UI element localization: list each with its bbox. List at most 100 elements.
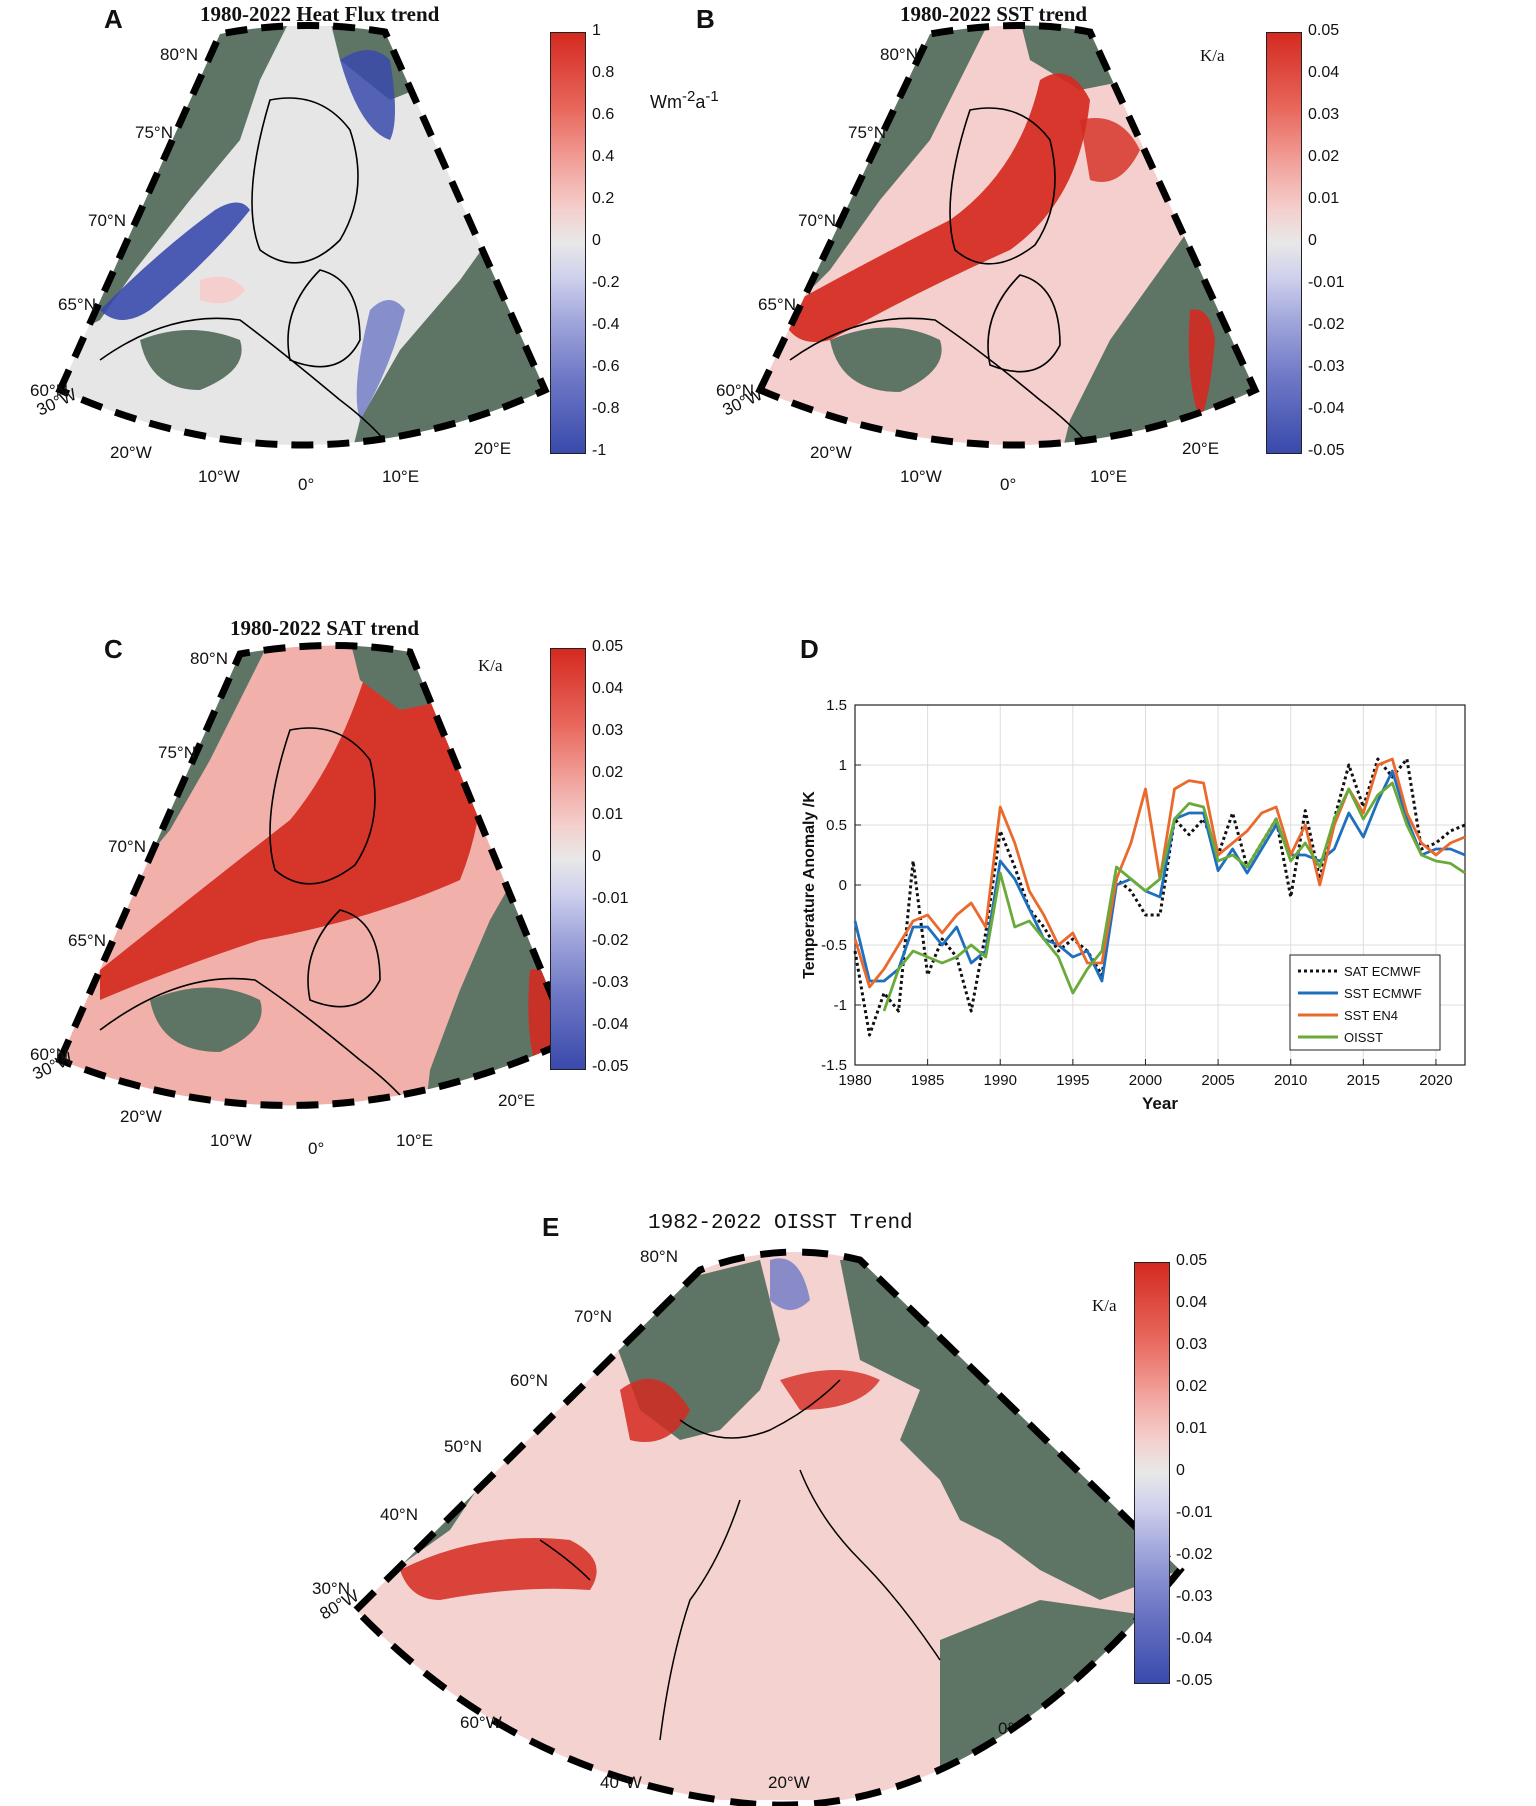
lon-label-60w: 60°W	[460, 1713, 502, 1732]
lon-label-10e: 10°E	[396, 1131, 433, 1150]
cbar-tick: 1	[592, 22, 601, 39]
iceland-land	[150, 987, 262, 1052]
lon-label-20w: 20°W	[810, 443, 852, 462]
cooling-band-north	[340, 50, 395, 140]
warming-core	[100, 660, 483, 1000]
lon-label-10e: 10°E	[1090, 467, 1127, 486]
cooling-band-norway	[356, 300, 405, 420]
cbar-tick: 0	[1308, 232, 1317, 249]
lon-label-20w: 20°W	[110, 443, 152, 462]
lon-label-20w: 20°W	[768, 1773, 810, 1792]
cbar-tick: 0.2	[592, 190, 615, 207]
bathymetry-contour	[539, 1379, 941, 1741]
lat-label-30: 30°N	[312, 1579, 350, 1598]
labrador-warming	[620, 1378, 690, 1442]
cbar-tick: -1	[592, 442, 607, 459]
y-tick-label: 1.5	[826, 697, 847, 714]
lat-label-60: 60°N	[30, 381, 68, 400]
legend-label: OISST	[1344, 1030, 1383, 1045]
iceland-land	[830, 327, 942, 392]
panel-a-title: 1980-2022 Heat Flux trend	[200, 2, 440, 26]
cooling-band-east-greenland	[100, 202, 250, 320]
y-tick-label: -1	[834, 997, 847, 1014]
x-tick-label: 2005	[1201, 1072, 1234, 1089]
x-tick-label: 1990	[984, 1072, 1017, 1089]
lon-label-0: 0°	[308, 1139, 324, 1158]
cbar-tick: -0.04	[592, 1016, 629, 1033]
lon-label-10w: 10°W	[900, 467, 942, 486]
cbar-tick: -0.6	[592, 358, 620, 375]
panel-e-map: 80°N 70°N 60°N 50°N 40°N 30°N 80°W 60°W …	[312, 1247, 1185, 1806]
lat-label-65: 65°N	[758, 295, 796, 314]
cbar-tick: -0.02	[1176, 1546, 1213, 1563]
y-tick-label: -1.5	[821, 1057, 847, 1074]
lon-label-0: 0°	[298, 475, 314, 494]
cbar-tick: 0.4	[592, 148, 615, 165]
cbar-tick: -0.05	[1176, 1672, 1213, 1689]
lat-label-80: 80°N	[160, 45, 198, 64]
cbar-tick: 0.01	[1176, 1420, 1208, 1437]
cbar-tick: 0	[592, 232, 601, 249]
map-frame	[755, 21, 1260, 449]
panel-e-colorbar	[1134, 1262, 1170, 1684]
lon-label-20e: 20°E	[498, 1091, 535, 1110]
cbar-tick: 0.03	[1308, 106, 1340, 123]
lat-label-80: 80°N	[640, 1247, 678, 1266]
panel-a-letter: A	[104, 4, 123, 34]
cbar-tick: -0.4	[592, 316, 620, 333]
lat-label-70: 70°N	[798, 211, 836, 230]
bathymetry-contour	[789, 107, 1101, 445]
cbar-tick: -0.01	[1176, 1504, 1213, 1521]
lat-label-50: 50°N	[444, 1437, 482, 1456]
cbar-tick: 0.8	[592, 64, 615, 81]
panel-b-colorbar	[1266, 32, 1302, 454]
cbar-tick: 0.04	[1308, 64, 1340, 81]
cbar-tick: -0.03	[592, 974, 629, 991]
lat-label-70: 70°N	[574, 1307, 612, 1326]
x-tick-label: 2000	[1129, 1072, 1162, 1089]
warming-baltic	[1188, 309, 1215, 420]
lon-label-20e: 20°E	[1182, 439, 1219, 458]
cbar-tick: 0.6	[592, 106, 615, 123]
x-axis-label: Year	[1142, 1094, 1178, 1113]
map-frame	[55, 642, 575, 1109]
x-tick-label: 1980	[838, 1072, 871, 1089]
panel-b-map: 80°N 75°N 70°N 65°N 60°N 30°W 20°W 10°W …	[716, 21, 1260, 494]
cbar-tick: 0.01	[592, 806, 624, 823]
y-tick-label: 1	[839, 757, 847, 774]
gulf-stream-warming	[400, 1538, 597, 1600]
panel-c-map: 80°N 75°N 70°N 65°N 60°N 30°W 20°W 10°W …	[30, 642, 575, 1158]
cbar-tick: 0.03	[1176, 1336, 1208, 1353]
cbar-tick: -0.03	[1176, 1588, 1213, 1605]
cbar-tick: 0.02	[1308, 148, 1340, 165]
barents-cooling	[770, 1258, 810, 1310]
lat-label-70: 70°N	[108, 837, 146, 856]
legend-label: SAT ECMWF	[1344, 964, 1421, 979]
warming-east	[1080, 118, 1140, 182]
lat-label-80: 80°N	[880, 45, 918, 64]
panel-e-unit: K/a	[1092, 1296, 1117, 1315]
cbar-tick: 0.04	[592, 680, 624, 697]
x-tick-label: 1985	[911, 1072, 944, 1089]
lon-label-0: 0°	[998, 1719, 1014, 1738]
cbar-tick: 0.03	[592, 722, 624, 739]
panel-b-title: 1980-2022 SST trend	[900, 2, 1088, 26]
panel-e-title: 1982-2022 OISST Trend	[648, 1212, 913, 1235]
bathymetry-contour	[99, 97, 401, 445]
lat-label-80: 80°N	[190, 649, 228, 668]
cbar-tick: 0.05	[592, 638, 624, 655]
cbar-tick: 0.05	[1176, 1252, 1208, 1269]
cbar-tick: -0.03	[1308, 358, 1345, 375]
panel-b-unit: K/a	[1200, 46, 1225, 65]
panel-c-title: 1980-2022 SAT trend	[230, 616, 420, 640]
x-tick-label: 2020	[1419, 1072, 1452, 1089]
panel-e-letter: E	[542, 1212, 560, 1242]
x-tick-label: 1995	[1056, 1072, 1089, 1089]
warming-patch	[200, 276, 245, 304]
legend-label: SST EN4	[1344, 1008, 1398, 1023]
lat-label-60: 60°N	[30, 1045, 68, 1064]
lat-label-60: 60°N	[716, 381, 754, 400]
y-tick-label: 0.5	[826, 817, 847, 834]
lat-label-65: 65°N	[58, 295, 96, 314]
series-line-oisst	[882, 781, 1466, 1012]
